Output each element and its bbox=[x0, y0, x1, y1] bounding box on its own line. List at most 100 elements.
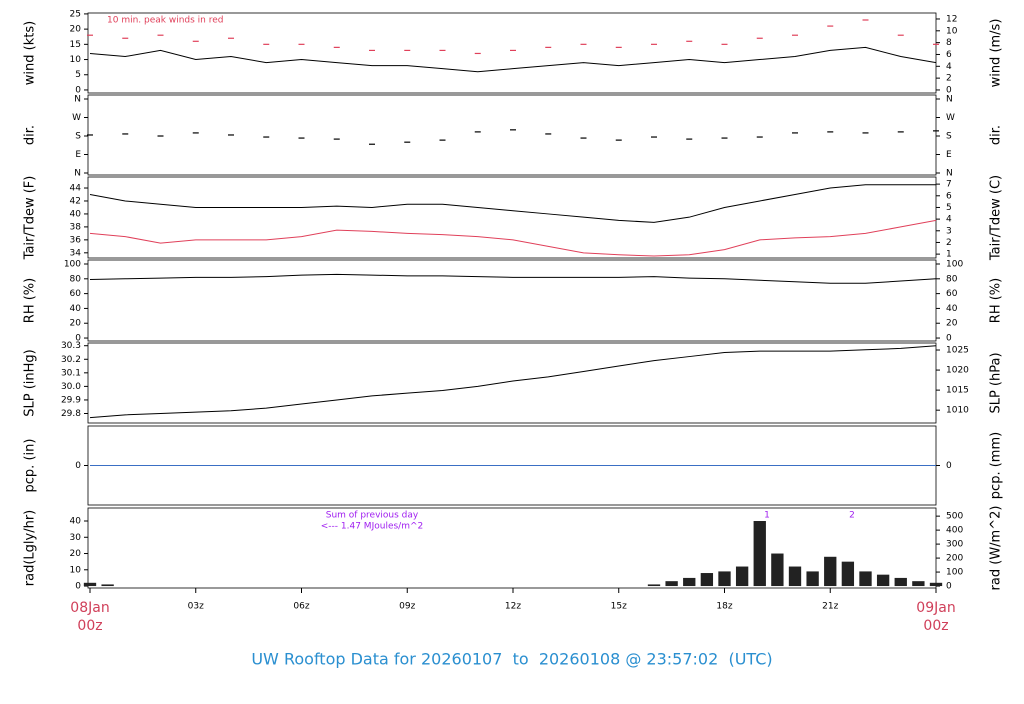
y-tick-label: 36 bbox=[70, 235, 82, 245]
series-line bbox=[89, 345, 937, 419]
y2-tick-label: 4 bbox=[946, 215, 952, 225]
y-tick-label: 20 bbox=[70, 319, 82, 329]
bar bbox=[665, 581, 678, 587]
y2-tick-label: 6 bbox=[946, 50, 952, 60]
y2-tick-label: 6 bbox=[946, 191, 952, 201]
y-axis-label: dir. bbox=[23, 125, 38, 145]
y-axis-label: RH (%) bbox=[23, 278, 38, 323]
y-tick-label: E bbox=[75, 150, 81, 160]
y-tick-label: 38 bbox=[70, 222, 82, 232]
y2-tick-label: 400 bbox=[946, 526, 963, 536]
y-tick-label: 25 bbox=[70, 9, 81, 19]
y2-tick-label: 1015 bbox=[946, 386, 969, 396]
y2-tick-label: 500 bbox=[946, 512, 963, 522]
y-tick-label: W bbox=[72, 113, 81, 123]
bar bbox=[771, 553, 784, 587]
y2-tick-label: 0 bbox=[946, 334, 952, 344]
x-tick-label: 08Jan 00z bbox=[70, 600, 109, 634]
x-tick-label: 15z bbox=[611, 602, 627, 612]
series-line bbox=[89, 184, 936, 223]
y-tick-label: 29.9 bbox=[61, 395, 81, 405]
y2-tick-label: 5 bbox=[946, 203, 952, 213]
bar bbox=[83, 582, 97, 587]
y2-axis-label: pcp. (mm) bbox=[989, 432, 1004, 499]
y-tick-label: 20 bbox=[70, 25, 82, 35]
series-line bbox=[89, 273, 937, 284]
y-tick-label: 40 bbox=[70, 209, 82, 219]
bar bbox=[683, 577, 696, 587]
y-tick-label: 80 bbox=[70, 274, 82, 284]
bar bbox=[101, 584, 114, 587]
bar bbox=[929, 582, 943, 587]
bar bbox=[859, 571, 872, 587]
annotation: <--- 1.47 MJoules/m^2 bbox=[321, 522, 423, 532]
y2-axis-label: dir. bbox=[989, 125, 1004, 145]
y2-axis-label: Tair/Tdew (C) bbox=[989, 175, 1004, 261]
y2-tick-label: 1 bbox=[946, 250, 952, 260]
y-axis-label: Tair/Tdew (F) bbox=[23, 176, 38, 261]
bar bbox=[894, 577, 907, 587]
y-tick-label: 100 bbox=[64, 259, 81, 269]
x-tick-label: 12z bbox=[505, 602, 521, 612]
y-tick-label: 10 bbox=[70, 55, 82, 65]
annotation: 1 bbox=[764, 511, 770, 521]
y2-tick-label: 200 bbox=[946, 554, 963, 564]
y2-tick-label: 0 bbox=[946, 461, 952, 471]
panel-frame bbox=[87, 12, 937, 94]
x-tick-label: 18z bbox=[716, 602, 732, 612]
y-tick-label: N bbox=[74, 169, 81, 179]
annotation: Sum of previous day bbox=[326, 511, 419, 521]
y-tick-label: 29.8 bbox=[61, 409, 81, 419]
annotation: 10 min. peak winds in red bbox=[107, 16, 224, 26]
y2-tick-label: W bbox=[946, 113, 955, 123]
x-tick-label: 09z bbox=[399, 602, 415, 612]
y-tick-label: 42 bbox=[70, 196, 81, 206]
y2-tick-label: 300 bbox=[946, 540, 963, 550]
y2-tick-label: 40 bbox=[946, 304, 958, 314]
x-tick-label: 21z bbox=[822, 602, 838, 612]
y-axis-label: wind (kts) bbox=[23, 21, 38, 85]
series-line bbox=[89, 219, 937, 257]
y-tick-label: 44 bbox=[70, 184, 82, 194]
y2-tick-label: 4 bbox=[946, 62, 952, 72]
y2-tick-label: 2 bbox=[946, 74, 952, 84]
y2-tick-label: 1020 bbox=[946, 366, 969, 376]
y2-tick-label: 3 bbox=[946, 226, 952, 236]
x-tick-label: 03z bbox=[188, 602, 204, 612]
panel-frame bbox=[87, 259, 937, 342]
y2-tick-label: 0 bbox=[946, 582, 952, 592]
bar bbox=[912, 581, 925, 587]
annotation: 2 bbox=[849, 511, 855, 521]
y2-tick-label: 8 bbox=[946, 38, 952, 48]
y2-axis-label: SLP (hPa) bbox=[989, 352, 1004, 413]
x-tick-label: 09Jan 00z bbox=[916, 600, 955, 634]
bar bbox=[824, 556, 837, 587]
panel-frame bbox=[87, 176, 937, 259]
y-axis-label: pcp. (in) bbox=[23, 439, 38, 493]
y2-tick-label: 0 bbox=[946, 85, 952, 95]
y2-tick-label: S bbox=[946, 132, 952, 142]
y2-axis-label: wind (m/s) bbox=[989, 19, 1004, 88]
page-title: UW Rooftop Data for 20260107 to 20260108… bbox=[251, 650, 772, 669]
y-tick-label: 10 bbox=[70, 565, 82, 575]
y-tick-label: 40 bbox=[70, 517, 82, 527]
bar bbox=[718, 571, 731, 587]
y2-tick-label: 100 bbox=[946, 259, 963, 269]
bar bbox=[788, 566, 802, 587]
y2-tick-label: 1010 bbox=[946, 406, 969, 416]
bar bbox=[700, 573, 714, 587]
y-tick-label: N bbox=[74, 95, 81, 105]
y2-tick-label: N bbox=[946, 169, 953, 179]
y-axis-label: SLP (inHg) bbox=[23, 349, 38, 417]
bar bbox=[806, 571, 819, 587]
x-tick-label: 06z bbox=[293, 602, 309, 612]
y2-tick-label: 80 bbox=[946, 274, 958, 284]
bar bbox=[735, 566, 749, 587]
y-tick-label: 0 bbox=[75, 461, 81, 471]
y2-tick-label: 2 bbox=[946, 238, 952, 248]
y-tick-label: 0 bbox=[75, 85, 81, 95]
y2-tick-label: N bbox=[946, 95, 953, 105]
y2-tick-label: 10 bbox=[946, 26, 958, 36]
y-tick-label: 0 bbox=[75, 582, 81, 592]
y-axis-label: rad(Lgly/hr) bbox=[23, 510, 38, 586]
